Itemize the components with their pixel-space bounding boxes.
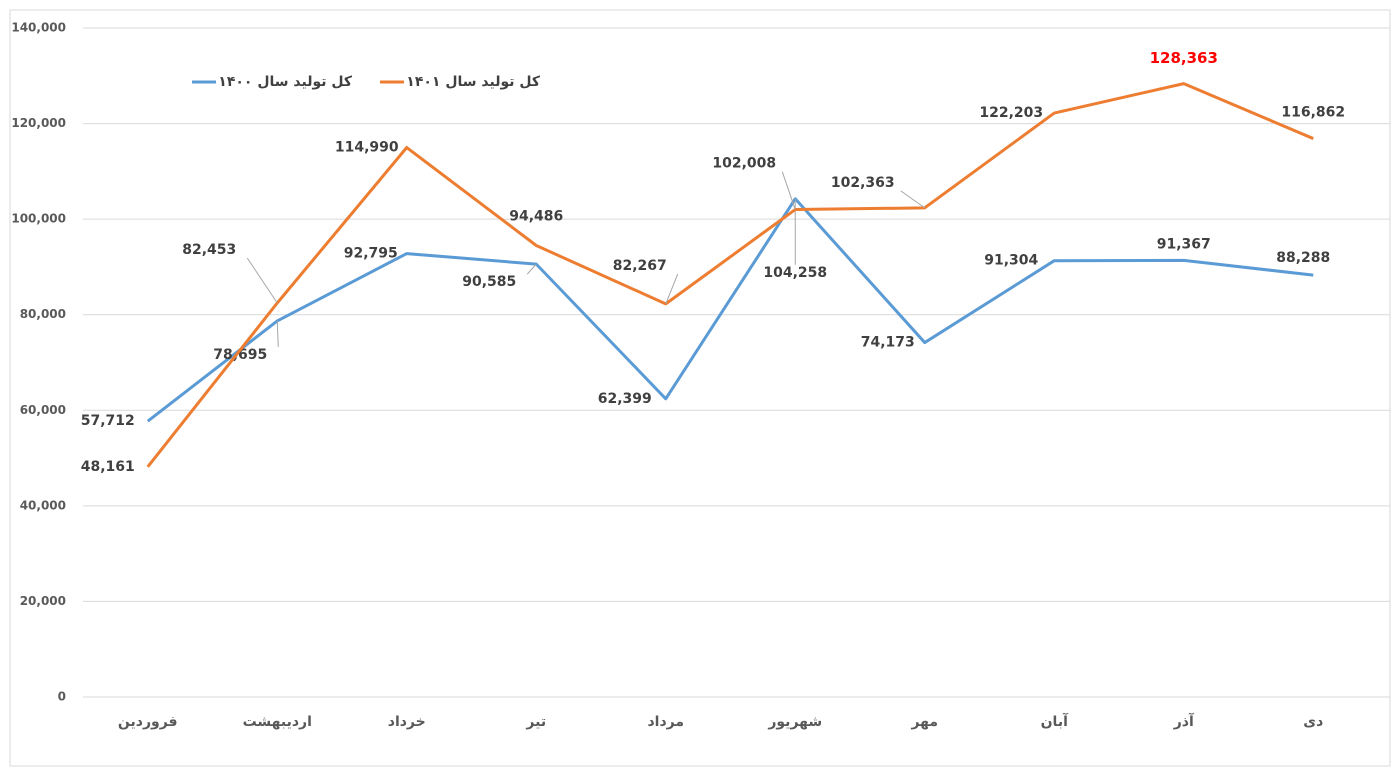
y-tick-label: 80,000 [20, 307, 66, 321]
data-label: 128,363 [1150, 49, 1218, 67]
leader-line [665, 273, 679, 305]
x-tick-label: اردیبهشت [243, 714, 312, 730]
series-line [146, 197, 1314, 423]
x-tick-label: فروردین [118, 714, 178, 730]
data-label: 74,173 [861, 335, 915, 351]
data-label: 82,453 [182, 242, 236, 258]
y-tick-label: 60,000 [20, 403, 66, 417]
data-label: 90,585 [462, 274, 516, 290]
data-label: 92,795 [344, 246, 398, 262]
data-label: 122,203 [979, 105, 1043, 121]
x-tick-label: تیر [525, 714, 546, 730]
data-label: 88,288 [1276, 250, 1330, 266]
x-tick-label: آبان [1041, 712, 1069, 730]
data-label: 114,990 [335, 140, 399, 156]
data-label: 104,258 [763, 265, 827, 281]
chart-border [9, 9, 1391, 767]
y-tick-label: 100,000 [11, 212, 66, 226]
x-tick-label: دی [1303, 714, 1323, 730]
legend-label: کل تولید سال ۱۴۰۰ [218, 74, 353, 90]
y-tick-label: 140,000 [11, 21, 66, 35]
data-label: 91,367 [1157, 236, 1211, 252]
y-tick-label: 120,000 [11, 116, 66, 130]
leader-line [276, 320, 279, 347]
x-tick-label: آذر [1173, 712, 1195, 730]
legend-label: کل تولید سال ۱۴۰۱ [406, 74, 541, 90]
x-tick-label: خرداد [388, 714, 426, 730]
leader-line [900, 190, 926, 209]
y-tick-label: 20,000 [20, 594, 66, 608]
x-tick-label: شهریور [767, 714, 822, 730]
data-label: 82,267 [613, 258, 667, 274]
leader-line [526, 263, 537, 275]
leader-line [246, 257, 278, 304]
leader-line [781, 171, 796, 210]
x-tick-label: مرداد [647, 714, 684, 730]
x-tick-label: مهر [910, 714, 938, 730]
data-label: 78,695 [213, 347, 267, 363]
data-label: 116,862 [1281, 105, 1345, 121]
data-label: 62,399 [598, 391, 652, 407]
data-label: 91,304 [984, 253, 1038, 269]
data-label: 94,486 [509, 208, 563, 224]
data-label: 48,161 [81, 459, 135, 475]
series-line [146, 82, 1314, 468]
data-label: 57,712 [81, 413, 135, 429]
y-tick-label: 40,000 [20, 498, 66, 512]
data-label: 102,363 [831, 175, 895, 191]
data-label: 102,008 [712, 156, 776, 172]
y-tick-label: 0 [58, 690, 66, 704]
